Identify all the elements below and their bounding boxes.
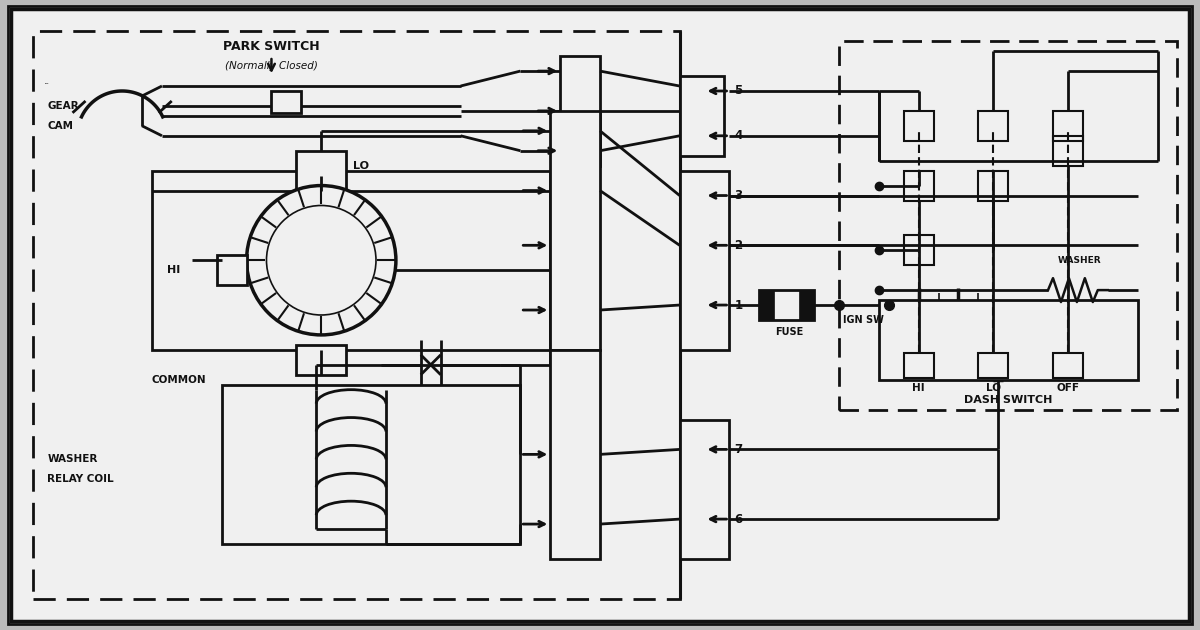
- Bar: [1052, 353, 1082, 378]
- Text: GEAR: GEAR: [46, 83, 49, 84]
- Text: (Normally Closed): (Normally Closed): [226, 61, 318, 71]
- Bar: [222, 385, 521, 544]
- Bar: [551, 350, 600, 559]
- Bar: [296, 151, 346, 190]
- Bar: [271, 91, 301, 113]
- Text: HI: HI: [167, 265, 180, 275]
- Bar: [217, 255, 246, 285]
- Bar: [799, 290, 814, 320]
- Bar: [1052, 136, 1082, 166]
- Bar: [978, 353, 1008, 378]
- Text: PARK SWITCH: PARK SWITCH: [223, 40, 319, 53]
- Bar: [679, 171, 730, 350]
- Text: WASHER: WASHER: [1058, 256, 1102, 265]
- Bar: [878, 300, 1138, 380]
- Bar: [679, 76, 725, 156]
- Bar: [296, 345, 346, 375]
- Text: 5: 5: [734, 84, 743, 98]
- Text: COMMON: COMMON: [152, 375, 206, 385]
- Bar: [839, 41, 1177, 409]
- Circle shape: [246, 186, 396, 335]
- Text: HI: HI: [912, 382, 925, 392]
- Bar: [152, 171, 551, 350]
- Bar: [679, 420, 730, 559]
- Text: FUSE: FUSE: [775, 327, 803, 337]
- Text: 1: 1: [734, 299, 743, 312]
- Bar: [1052, 111, 1082, 140]
- Text: 2: 2: [734, 239, 743, 252]
- Bar: [551, 111, 600, 350]
- Text: IGN SW: IGN SW: [844, 315, 884, 325]
- Bar: [978, 171, 1008, 200]
- Text: LO: LO: [353, 161, 370, 171]
- Text: DASH SWITCH: DASH SWITCH: [964, 394, 1052, 404]
- Text: 3: 3: [734, 189, 743, 202]
- Bar: [904, 236, 934, 265]
- Text: WASHER: WASHER: [48, 454, 98, 464]
- Text: 7: 7: [734, 443, 743, 456]
- Text: 4: 4: [734, 129, 743, 142]
- Text: GEAR: GEAR: [48, 101, 79, 111]
- Bar: [760, 290, 774, 320]
- Text: CAM: CAM: [48, 121, 73, 131]
- Bar: [978, 111, 1008, 140]
- Text: 6: 6: [734, 513, 743, 525]
- Bar: [32, 32, 679, 598]
- Bar: [904, 171, 934, 200]
- Text: LO: LO: [985, 382, 1001, 392]
- Bar: [760, 290, 814, 320]
- Bar: [904, 111, 934, 140]
- Text: OFF: OFF: [1056, 382, 1080, 392]
- Bar: [904, 353, 934, 378]
- Bar: [560, 56, 600, 166]
- Text: RELAY COIL: RELAY COIL: [48, 474, 114, 484]
- Circle shape: [266, 205, 376, 315]
